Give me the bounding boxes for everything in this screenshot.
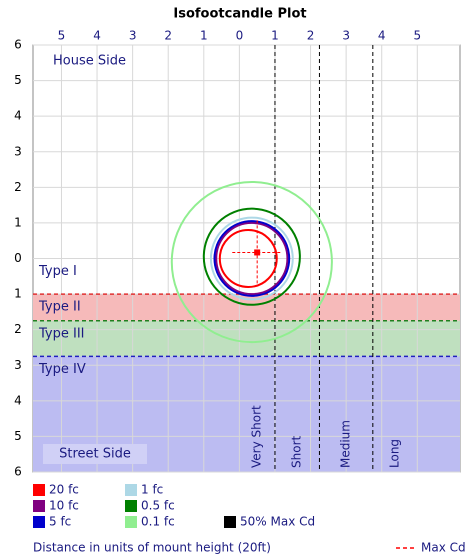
y-tick-label: 2 xyxy=(14,322,22,336)
x-tick-label: 3 xyxy=(342,29,350,43)
legend-swatch xyxy=(125,516,137,528)
distance-label: Very Short xyxy=(250,405,264,468)
x-tick-label: 3 xyxy=(129,29,137,43)
y-tick-label: 4 xyxy=(14,109,22,123)
chart-title: Isofootcandle Plot xyxy=(173,7,306,22)
x-tick-label: 0 xyxy=(236,29,244,43)
region-label: Type IV xyxy=(38,362,86,377)
distance-label: Medium xyxy=(339,420,353,468)
y-tick-label: 6 xyxy=(14,38,22,52)
contour xyxy=(209,216,294,301)
y-tick-label: 5 xyxy=(14,73,22,87)
y-tick-label: 1 xyxy=(14,215,22,229)
y-tick-label: 5 xyxy=(14,429,22,443)
legend-swatch xyxy=(33,516,45,528)
legend-swatch xyxy=(33,484,45,496)
legend-swatch xyxy=(125,484,137,496)
y-tick-label: 4 xyxy=(14,393,22,407)
distance-label: Short xyxy=(290,436,304,468)
legend-swatch xyxy=(125,500,137,512)
legend-label: 1 fc xyxy=(141,483,163,497)
top-label: House Side xyxy=(53,54,126,69)
region-label: Type I xyxy=(38,264,77,279)
legend-label: 5 fc xyxy=(49,515,71,529)
y-tick-label: 1 xyxy=(14,287,22,301)
y-tick-label: 2 xyxy=(14,180,22,194)
x-tick-label: 4 xyxy=(93,29,101,43)
max-cd-legend-label: Max Cd xyxy=(421,541,466,555)
legend-label: 0.5 fc xyxy=(141,499,175,513)
legend-label: 0.1 fc xyxy=(141,515,175,529)
y-tick-label: 6 xyxy=(14,465,22,479)
contour xyxy=(213,220,291,297)
x-axis-label: Distance in units of mount height (20ft) xyxy=(33,541,271,555)
x-tick-label: 5 xyxy=(413,29,421,43)
x-tick-label: 2 xyxy=(307,29,315,43)
contour xyxy=(215,221,289,296)
region-label: Type III xyxy=(38,326,85,341)
legend-swatch xyxy=(224,516,236,528)
region xyxy=(33,320,460,357)
legend-label: 10 fc xyxy=(49,499,79,513)
legend-label: 50% Max Cd xyxy=(240,515,315,529)
x-tick-label: 1 xyxy=(200,29,208,43)
bottom-label-box xyxy=(43,444,147,464)
contour xyxy=(218,229,278,288)
y-tick-label: 3 xyxy=(14,358,22,372)
y-tick-label: 0 xyxy=(14,251,22,265)
x-tick-label: 2 xyxy=(164,29,172,43)
x-tick-label: 5 xyxy=(58,29,66,43)
region-label: Type II xyxy=(38,300,81,315)
y-tick-label: 3 xyxy=(14,144,22,158)
legend-swatch xyxy=(33,500,45,512)
max-cd-marker xyxy=(254,249,261,256)
legend-label: 20 fc xyxy=(49,483,79,497)
bottom-label: Street Side xyxy=(59,447,131,462)
contour xyxy=(170,180,333,344)
x-tick-label: 4 xyxy=(378,29,386,43)
contour xyxy=(202,207,301,306)
x-tick-label: 1 xyxy=(271,29,279,43)
distance-label: Long xyxy=(388,439,402,468)
